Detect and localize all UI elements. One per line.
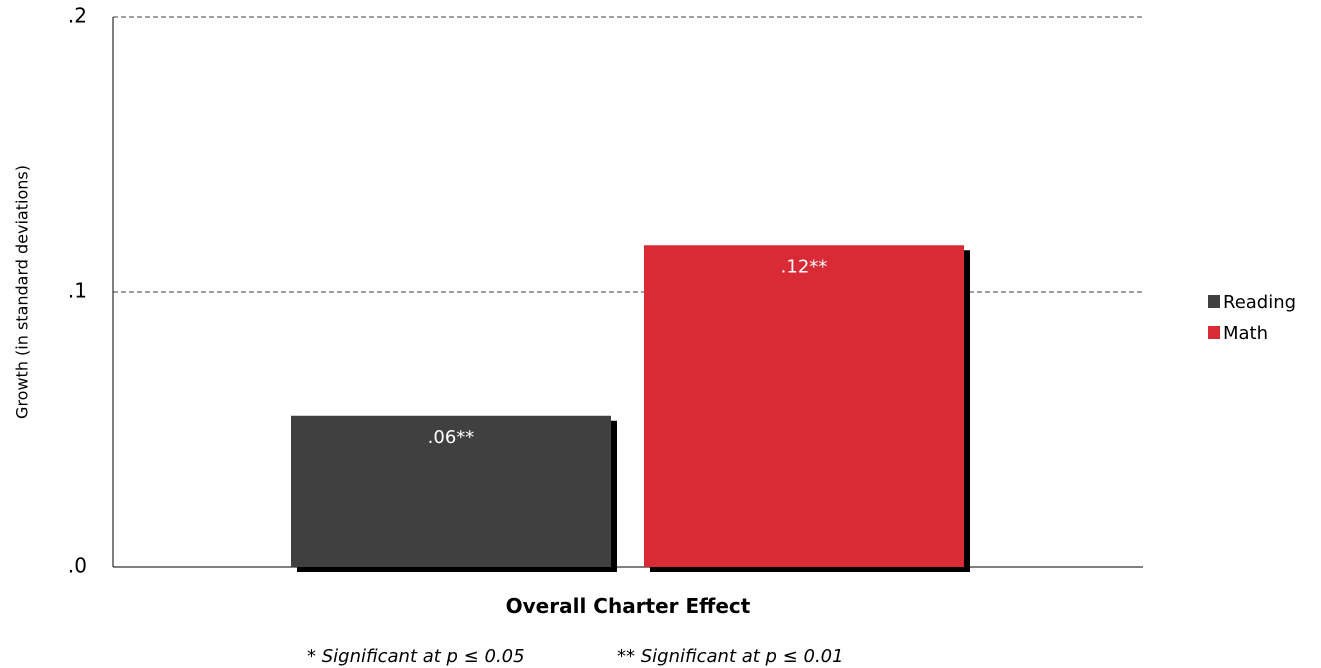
footnote-significance-01: ** Significant at p ≤ 0.01 (617, 646, 844, 667)
y-tick-label: .0 (68, 554, 87, 578)
legend-swatch-math (1208, 326, 1220, 339)
bars (291, 245, 970, 572)
footnote-significance-05: * Significant at p ≤ 0.05 (307, 646, 525, 667)
grid-lines (113, 16, 1143, 293)
y-tick-label: .2 (68, 4, 87, 28)
legend-label-reading: Reading (1223, 292, 1296, 313)
legend-swatch-reading (1208, 295, 1220, 308)
legend-label-math: Math (1223, 323, 1268, 344)
y-axis-title: Growth (in standard deviations) (13, 165, 32, 419)
y-tick-labels: .0 .1 .2 (68, 4, 87, 578)
bar-reading (291, 415, 611, 567)
y-tick-label: .1 (68, 279, 87, 303)
bar-math (644, 245, 964, 567)
data-label-math: .12** (781, 256, 828, 277)
x-axis-title: Overall Charter Effect (506, 594, 751, 618)
data-label-reading: .06** (428, 427, 475, 448)
axes (112, 17, 1143, 568)
data-labels: .06** .12** (428, 256, 828, 448)
legend: Reading Math (1208, 292, 1296, 344)
